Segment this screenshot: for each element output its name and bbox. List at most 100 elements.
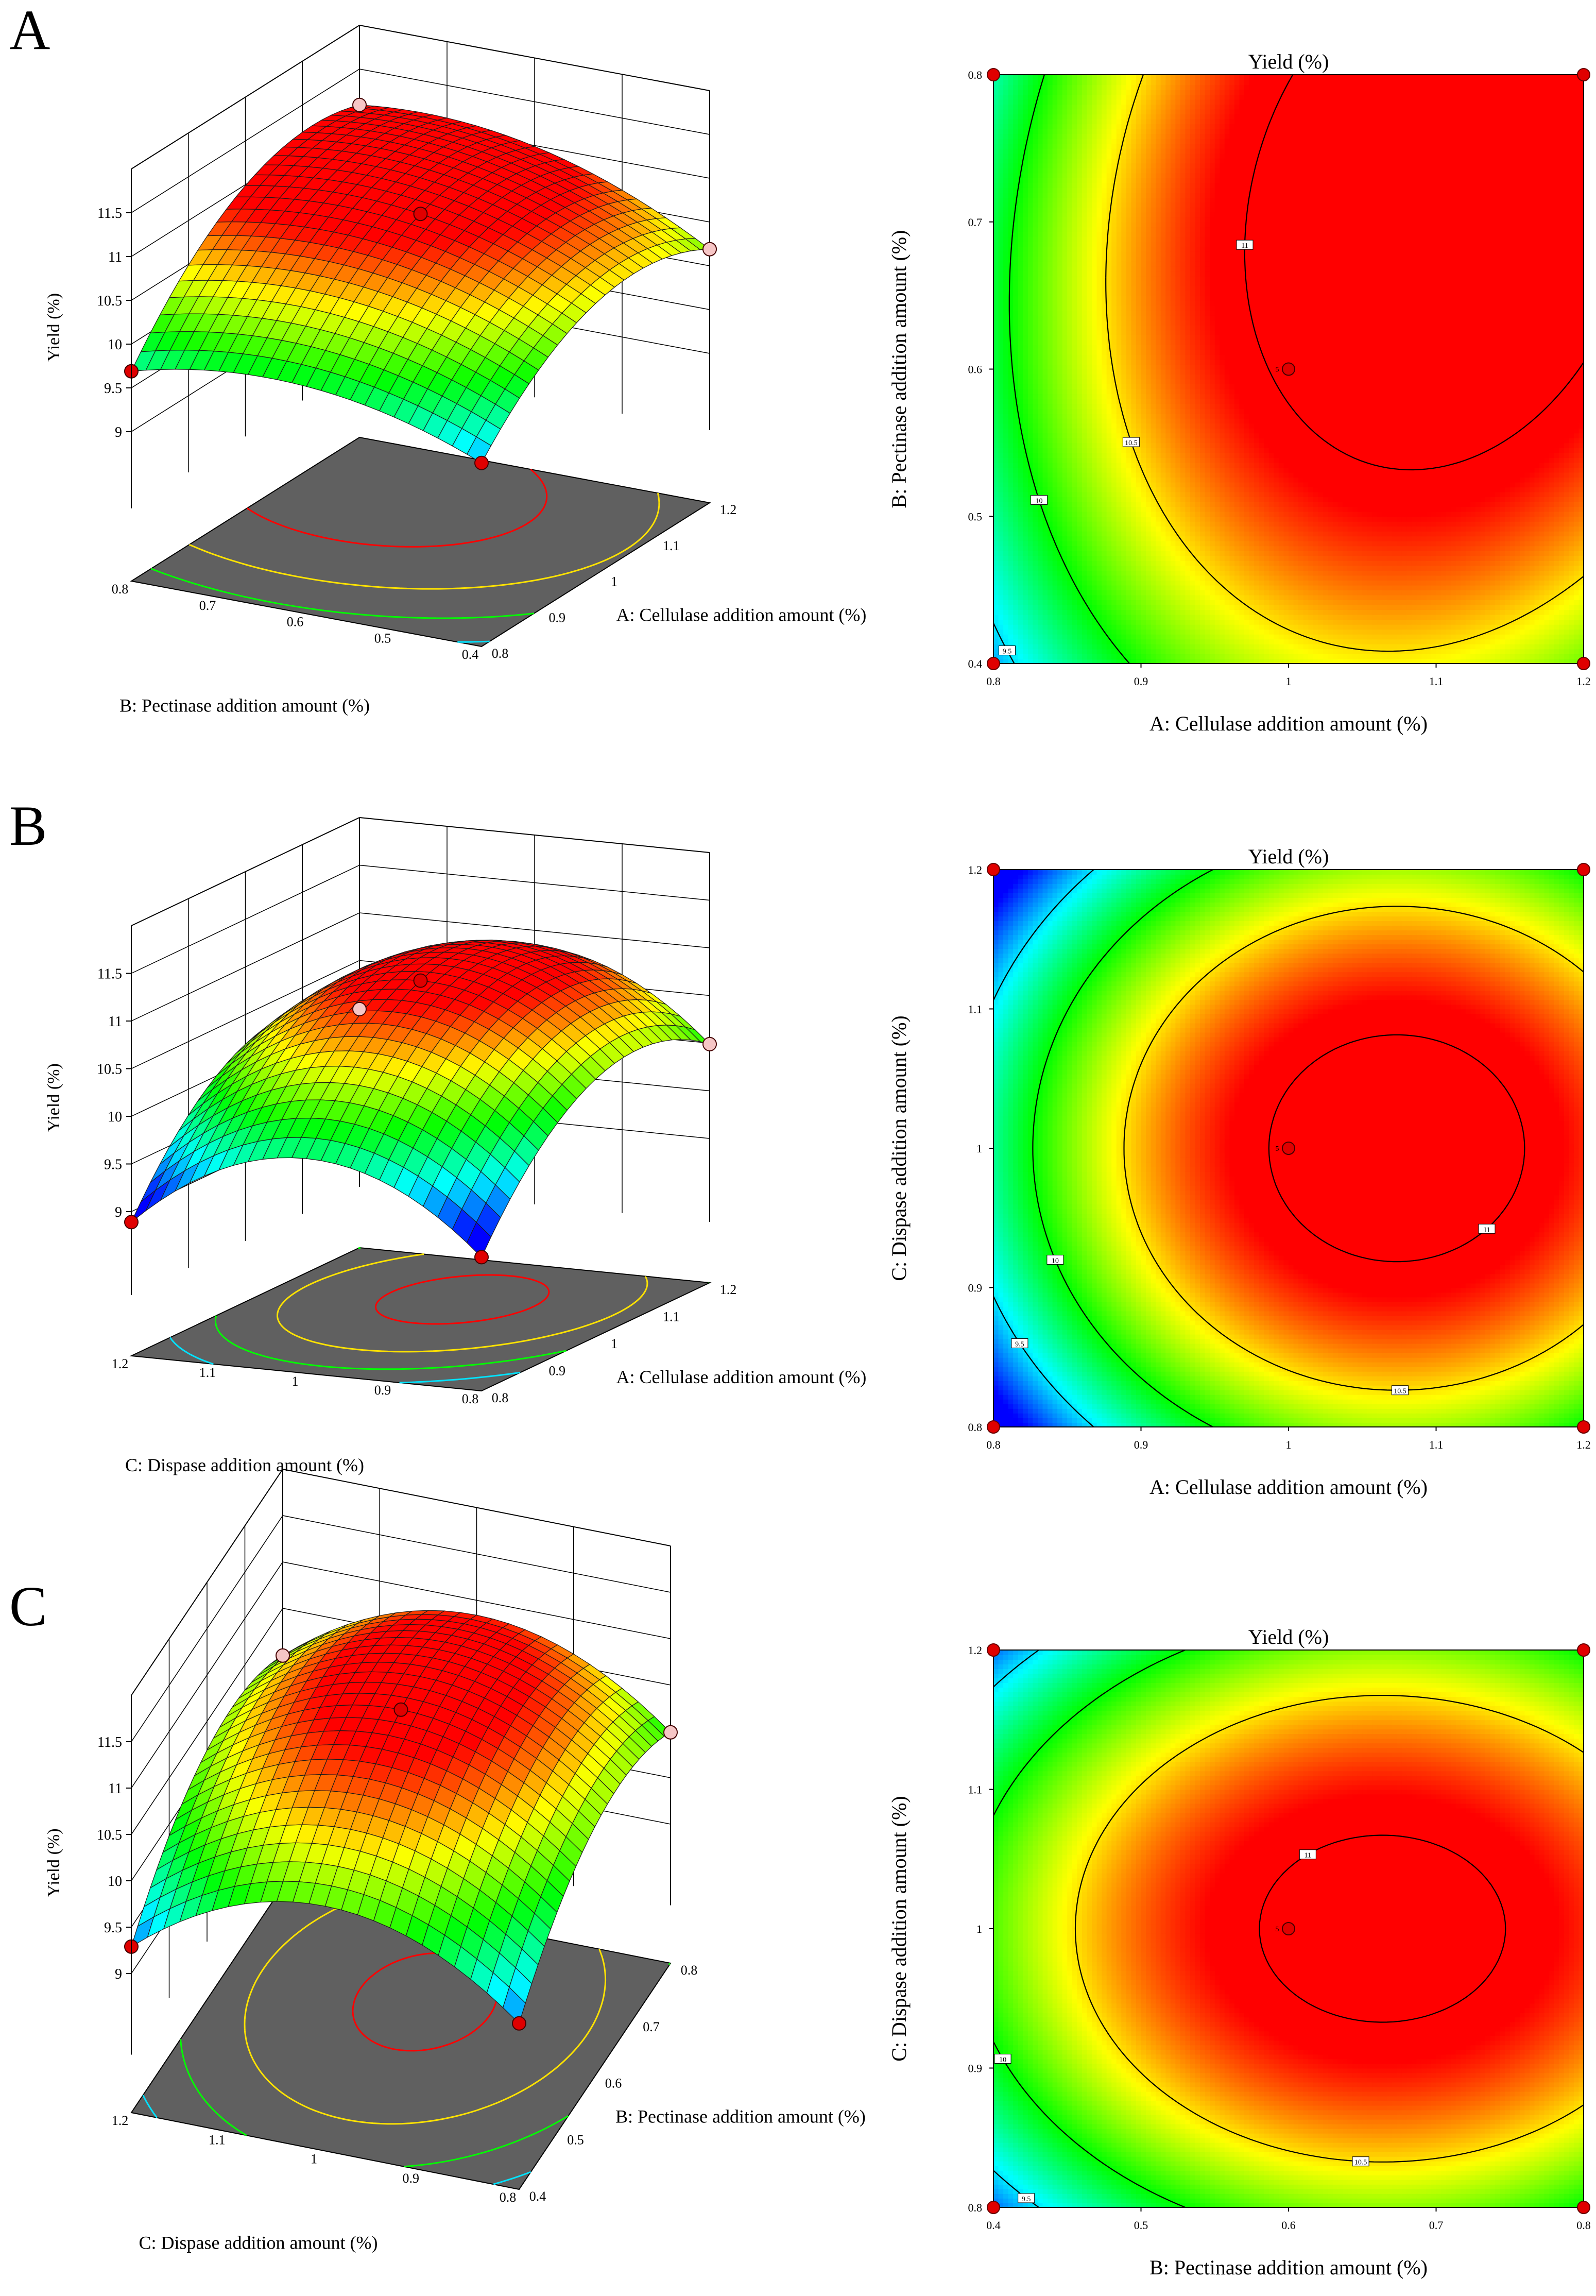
panel-letter-a: A xyxy=(9,0,50,61)
x-tick-label: 1 xyxy=(1286,675,1292,688)
contour-title: Yield (%) xyxy=(1248,1625,1329,1648)
surface-design-point xyxy=(353,1002,366,1016)
y-tick-label: 0.9 xyxy=(968,2062,983,2075)
surface-design-point xyxy=(353,98,366,112)
x-tick-label: 0.9 xyxy=(549,1364,566,1379)
y-tick-label: 1.1 xyxy=(968,1003,983,1016)
x-tick-label: 0.9 xyxy=(549,610,566,625)
contour-x-axis-label: B: Pectinase addition amount (%) xyxy=(1149,2256,1428,2279)
x-axis-label: A: Cellulase addition amount (%) xyxy=(616,1367,867,1387)
y-tick-label: 1 xyxy=(292,1374,299,1389)
center-point xyxy=(1282,1923,1295,1935)
y-tick-label: 0.8 xyxy=(968,1421,983,1434)
x-tick-label: 0.8 xyxy=(492,1390,509,1405)
z-tick-label: 11.5 xyxy=(97,1734,122,1750)
y-tick-label: 1.2 xyxy=(968,1644,983,1657)
x-tick-label: 0.9 xyxy=(1134,675,1148,688)
y-tick-label: 1.2 xyxy=(112,2113,129,2128)
center-point xyxy=(1282,1142,1295,1154)
contour-title: Yield (%) xyxy=(1248,845,1329,868)
panel-letter-b: B xyxy=(9,794,47,857)
y-axis-label: B: Pectinase addition amount (%) xyxy=(119,695,370,716)
y-tick-label: 0.8 xyxy=(968,2201,983,2214)
y-tick-label: 0.4 xyxy=(462,647,479,662)
design-point xyxy=(987,2201,1000,2214)
y-tick-label: 0.7 xyxy=(968,216,983,229)
contour-title: Yield (%) xyxy=(1248,50,1329,73)
z-tick-label: 9.5 xyxy=(104,1920,122,1936)
contour-label: 10.5 xyxy=(1394,1388,1406,1396)
surface-design-point xyxy=(394,1703,408,1716)
z-tick-label: 11 xyxy=(108,1781,122,1797)
contour-label: 10 xyxy=(1036,498,1043,505)
surface-design-point xyxy=(125,1215,138,1229)
z-tick-label: 10.5 xyxy=(97,293,122,309)
surface-design-point xyxy=(276,1649,289,1662)
y-tick-label: 1 xyxy=(976,1142,982,1155)
z-tick-label: 9.5 xyxy=(104,1157,122,1173)
surface-design-point xyxy=(703,243,716,256)
y-tick-label: 0.8 xyxy=(500,2190,517,2205)
contour-label: 9.5 xyxy=(1015,1341,1024,1349)
x-tick-label: 0.7 xyxy=(643,2019,660,2034)
y-tick-label: 0.9 xyxy=(968,1282,983,1295)
center-point-label: 5 xyxy=(1276,1145,1279,1153)
x-axis-label: A: Cellulase addition amount (%) xyxy=(616,605,867,625)
center-point-label: 5 xyxy=(1276,366,1279,374)
y-tick-label: 0.9 xyxy=(403,2171,420,2186)
y-tick-label: 1.2 xyxy=(968,863,983,876)
x-tick-label: 0.8 xyxy=(492,646,509,661)
surface-design-point xyxy=(512,2017,526,2030)
y-axis-label: C: Dispase addition amount (%) xyxy=(139,2233,378,2253)
y-tick-label: 1.1 xyxy=(199,1365,216,1380)
contour-y-axis-label: C: Dispase addition amount (%) xyxy=(887,1015,911,1281)
x-tick-label: 0.8 xyxy=(986,1438,1001,1451)
z-tick-label: 9 xyxy=(115,424,122,440)
design-point xyxy=(987,1421,1000,1433)
x-tick-label: 0.9 xyxy=(1134,1438,1148,1451)
center-point xyxy=(1282,363,1295,376)
x-tick-label: 1 xyxy=(611,1336,617,1351)
y-tick-label: 0.4 xyxy=(968,657,983,670)
x-tick-label: 1 xyxy=(1286,1438,1292,1451)
y-tick-label: 0.6 xyxy=(968,363,983,376)
y-axis-label: C: Dispase addition amount (%) xyxy=(125,1455,364,1475)
y-tick-label: 0.8 xyxy=(462,1391,479,1406)
contour-label: 9.5 xyxy=(1003,648,1012,656)
surface-design-point xyxy=(475,456,488,470)
contour-y-axis-label: C: Dispase addition amount (%) xyxy=(887,1796,911,2061)
z-tick-label: 9 xyxy=(115,1204,122,1220)
z-axis-label: Yield (%) xyxy=(44,1828,63,1897)
y-tick-label: 0.7 xyxy=(199,598,216,613)
surface-design-point xyxy=(475,1250,488,1264)
contour-label: 10 xyxy=(1052,1257,1059,1265)
design-point xyxy=(987,69,1000,81)
surface-plot-b: 99.51010.51111.50.80.911.11.20.80.911.11… xyxy=(44,818,866,1475)
design-point xyxy=(987,863,1000,876)
panel-letter-c: C xyxy=(9,1575,47,1638)
z-tick-label: 10 xyxy=(108,1874,122,1890)
contour-x-axis-label: A: Cellulase addition amount (%) xyxy=(1149,712,1428,735)
z-tick-label: 11 xyxy=(108,249,122,265)
contour-label: 10 xyxy=(999,2056,1006,2064)
x-tick-label: 0.5 xyxy=(1134,2219,1148,2232)
surface-mesh xyxy=(131,105,710,463)
y-tick-label: 0.5 xyxy=(968,510,983,523)
design-point xyxy=(1577,69,1590,81)
contour-label: 11 xyxy=(1241,242,1248,250)
z-tick-label: 11.5 xyxy=(97,966,122,982)
design-point xyxy=(1577,863,1590,876)
contour-x-axis-label: A: Cellulase addition amount (%) xyxy=(1149,1475,1428,1499)
design-point xyxy=(987,657,1000,670)
surface-plot-c: 99.51010.51111.50.40.50.60.70.80.80.911.… xyxy=(44,1469,866,2253)
x-tick-label: 1.1 xyxy=(1429,1438,1444,1451)
x-tick-label: 0.4 xyxy=(529,2189,546,2204)
surface-design-point xyxy=(664,1726,677,1739)
x-tick-label: 1.2 xyxy=(1576,1438,1591,1451)
surface-design-point xyxy=(414,207,427,220)
z-tick-label: 11 xyxy=(108,1014,122,1030)
